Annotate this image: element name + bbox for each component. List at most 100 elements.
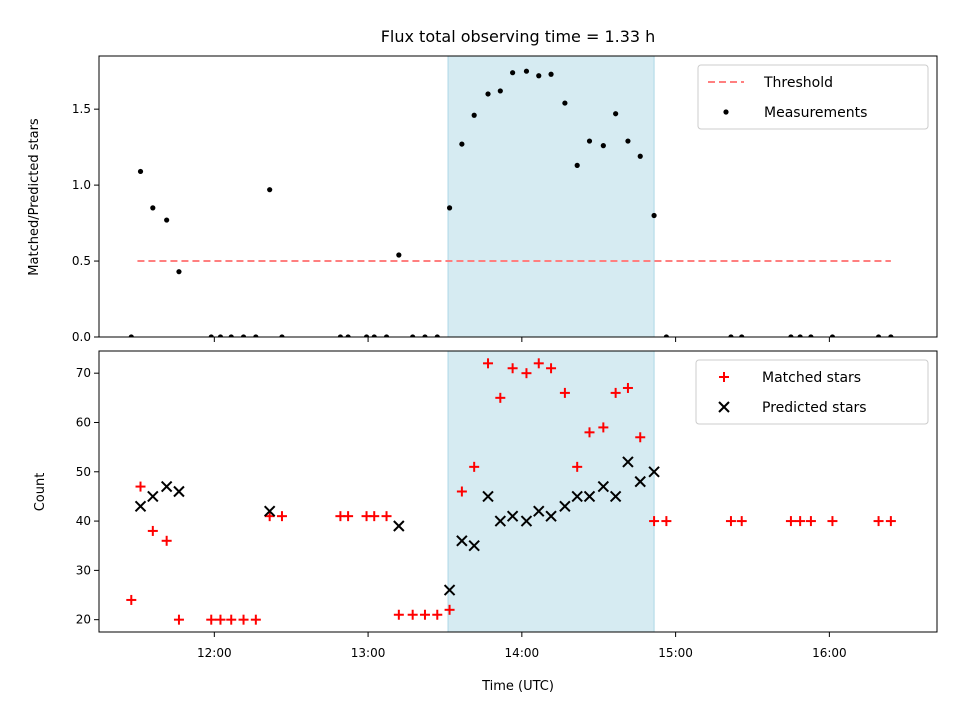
predicted-star-marker bbox=[506, 510, 519, 522]
measurement-point bbox=[510, 70, 516, 76]
measurement-point bbox=[728, 334, 734, 337]
plot-frame bbox=[98, 55, 938, 338]
measurement-point bbox=[788, 334, 794, 337]
legend-label: Matched stars bbox=[762, 370, 861, 386]
matched-star-marker bbox=[276, 511, 287, 522]
matched-star-marker bbox=[135, 481, 146, 492]
y-tick-label: 1.0 bbox=[72, 178, 91, 192]
matched-star-marker bbox=[873, 516, 884, 527]
measurement-point bbox=[574, 162, 580, 168]
matched-star-marker bbox=[885, 516, 896, 527]
matched-star-marker bbox=[795, 516, 806, 527]
matched-star-marker bbox=[598, 422, 609, 433]
matched-star-marker bbox=[827, 516, 838, 527]
y-tick-label: 1.5 bbox=[72, 102, 91, 116]
y-tick-label: 60 bbox=[76, 415, 91, 429]
measurement-point bbox=[164, 217, 170, 223]
matched-star-marker bbox=[559, 387, 570, 398]
legend: Matched stars Predicted stars bbox=[695, 359, 929, 425]
matched-star-marker bbox=[495, 392, 506, 403]
measurement-point bbox=[739, 334, 745, 337]
x-tick-label: 12:00 bbox=[197, 646, 232, 660]
matched-star-marker bbox=[521, 368, 532, 379]
matched-star-marker bbox=[250, 614, 261, 625]
measurement-point bbox=[485, 91, 491, 97]
legend-label: Predicted stars bbox=[762, 400, 867, 416]
measurement-point bbox=[797, 334, 803, 337]
x-tick-label: 15:00 bbox=[658, 646, 693, 660]
measurement-point bbox=[410, 334, 416, 337]
measurement-point bbox=[637, 153, 643, 159]
predicted-star-marker bbox=[545, 510, 557, 522]
measurement-point bbox=[228, 334, 234, 337]
matched-star-marker bbox=[610, 387, 621, 398]
predicted-star-marker bbox=[597, 480, 610, 493]
matched-star-marker bbox=[805, 516, 816, 527]
matched-star-marker bbox=[126, 594, 137, 605]
matched-star-marker bbox=[725, 516, 736, 527]
measurement-point bbox=[422, 334, 428, 337]
matched-star-marker bbox=[264, 511, 275, 522]
measurement-point bbox=[176, 269, 182, 275]
predicted-star-marker bbox=[263, 505, 276, 517]
observing-window-span bbox=[447, 55, 655, 338]
chart-title: Flux total observing time = 1.33 h bbox=[381, 27, 656, 46]
y-tick-label: 0.0 bbox=[72, 330, 91, 344]
y-tick-label: 30 bbox=[76, 563, 91, 577]
matched-star-marker bbox=[147, 525, 158, 536]
measurement-point bbox=[829, 334, 836, 337]
matched-star-marker bbox=[572, 461, 583, 472]
measurement-point bbox=[663, 334, 669, 337]
predicted-star-marker bbox=[559, 500, 571, 512]
measurement-point bbox=[345, 334, 351, 337]
measurement-point bbox=[459, 141, 465, 147]
matched-star-marker bbox=[736, 516, 747, 527]
count-y-axis-title: Count bbox=[33, 473, 48, 512]
y-tick-label: 50 bbox=[76, 465, 91, 479]
predicted-star-marker bbox=[634, 475, 646, 488]
matched-star-marker bbox=[719, 372, 729, 382]
measurement-point bbox=[723, 109, 729, 115]
legend: Threshold Measurements bbox=[697, 64, 929, 130]
matched-star-marker bbox=[369, 511, 380, 522]
measurement-point bbox=[562, 100, 568, 106]
x-tick-label: 13:00 bbox=[351, 646, 386, 660]
measurement-point bbox=[808, 334, 814, 337]
measurement-point bbox=[396, 252, 402, 258]
measurement-point bbox=[363, 334, 370, 337]
matched-star-marker bbox=[622, 382, 633, 393]
matched-star-marker bbox=[483, 358, 494, 369]
matched-star-marker bbox=[444, 604, 455, 615]
measurement-point bbox=[523, 68, 530, 74]
measurement-point bbox=[279, 334, 285, 337]
ratio-panel: 0.0 0.5 1.0 1.5 Threshold Measurements bbox=[72, 55, 938, 344]
matched-star-marker bbox=[507, 363, 518, 374]
y-tick-label: 20 bbox=[76, 613, 91, 627]
measurement-point bbox=[548, 71, 554, 77]
y-tick-label: 0.5 bbox=[72, 254, 91, 268]
data-points bbox=[126, 358, 896, 625]
measurement-point bbox=[371, 334, 377, 337]
y-tick-label: 70 bbox=[76, 366, 91, 380]
y-tick-label: 40 bbox=[76, 514, 91, 528]
predicted-star-marker bbox=[571, 490, 583, 503]
measurement-point bbox=[875, 334, 882, 337]
predicted-star-marker bbox=[520, 515, 533, 527]
matched-star-marker bbox=[381, 511, 392, 522]
ratio-y-axis-title: Matched/Predicted stars bbox=[27, 118, 42, 276]
matched-star-marker bbox=[546, 363, 557, 374]
measurement-point bbox=[253, 334, 259, 337]
measurement-point bbox=[337, 334, 344, 337]
matched-star-marker bbox=[206, 614, 217, 625]
predicted-star-marker bbox=[443, 584, 456, 596]
predicted-star-marker bbox=[393, 520, 405, 532]
matched-star-marker bbox=[661, 516, 672, 527]
x-tick-label: 14:00 bbox=[505, 646, 540, 660]
measurement-point bbox=[240, 334, 247, 337]
data-points bbox=[128, 68, 894, 337]
matched-star-marker bbox=[393, 609, 404, 620]
observing-window-span bbox=[447, 350, 655, 633]
predicted-star-marker bbox=[160, 480, 173, 493]
measurement-point bbox=[651, 212, 657, 219]
